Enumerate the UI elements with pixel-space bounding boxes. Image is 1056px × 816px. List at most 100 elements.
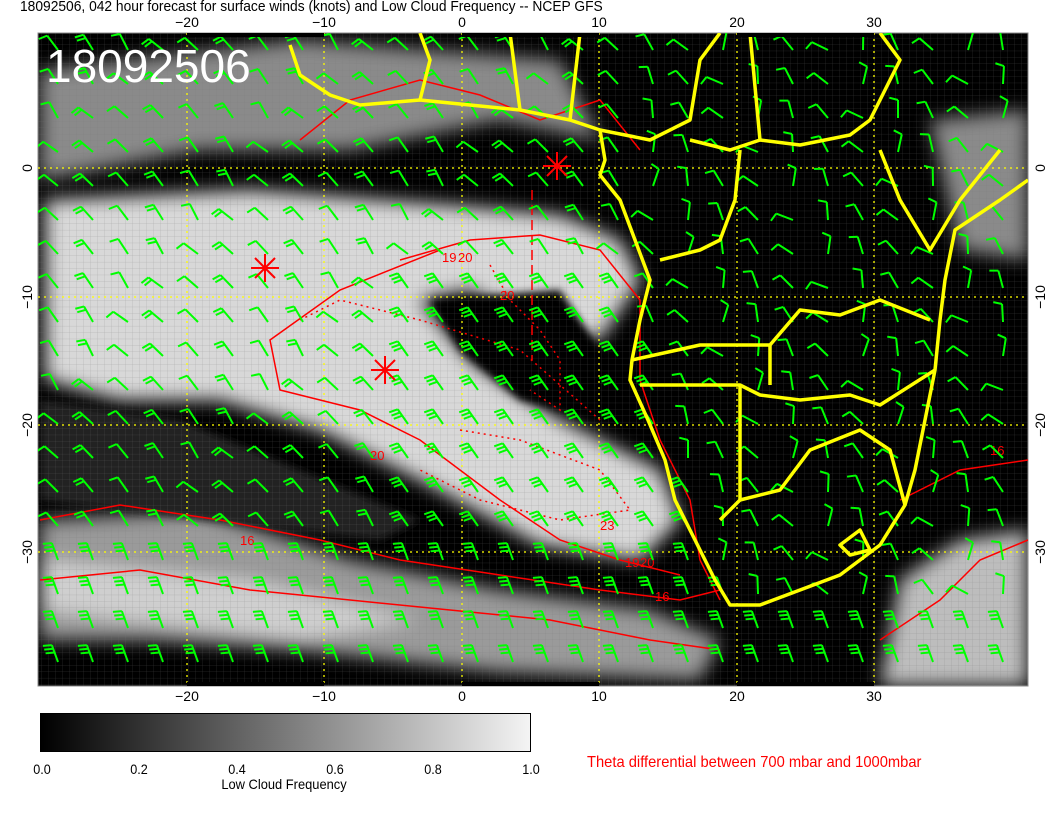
wind-barb xyxy=(597,69,619,85)
wind-barb xyxy=(911,547,934,561)
wind-barb xyxy=(144,203,164,221)
wind-barb xyxy=(355,475,374,493)
wind-barb xyxy=(877,239,899,255)
lon-tick-top: −20 xyxy=(175,14,199,30)
low-cloud-field xyxy=(38,33,1028,686)
wind-barb xyxy=(650,163,660,187)
wind-barb xyxy=(392,576,409,595)
wind-barb xyxy=(140,276,164,289)
wind-barb xyxy=(917,610,934,629)
wind-barb xyxy=(739,237,759,255)
wind-barb xyxy=(141,342,164,357)
wind-barb xyxy=(176,36,199,51)
wind-barb xyxy=(176,275,199,289)
wind-barb xyxy=(981,173,1004,187)
wind-barb xyxy=(777,610,794,629)
wind-barb xyxy=(493,374,514,391)
wind-barb xyxy=(847,644,864,663)
wind-barb xyxy=(281,172,304,187)
wind-barb xyxy=(423,476,444,493)
wind-barb xyxy=(354,203,374,221)
wind-barb xyxy=(715,266,726,289)
wind-barb xyxy=(987,644,1004,663)
wind-barb xyxy=(848,235,864,255)
wind-barb xyxy=(945,314,969,324)
contour-line xyxy=(399,234,721,601)
wind-barb xyxy=(817,199,829,221)
wind-barb xyxy=(77,576,94,595)
border xyxy=(659,149,742,262)
colorbar-label: 0.0 xyxy=(33,761,51,777)
plot-title: 18092506, 042 hour forecast for surface … xyxy=(20,0,603,15)
wind-barb xyxy=(147,610,164,629)
wind-barb xyxy=(456,206,479,221)
wind-barb xyxy=(952,644,969,663)
wind-barb xyxy=(282,205,304,221)
wind-barb xyxy=(392,610,409,629)
contour-label: 19 xyxy=(442,250,456,265)
wind-barb xyxy=(919,133,934,153)
wind-barb xyxy=(882,644,899,663)
wind-barb xyxy=(108,443,129,459)
wind-barb xyxy=(282,444,304,459)
wind-barb xyxy=(147,542,164,561)
wind-barb xyxy=(881,542,899,561)
wind-barb xyxy=(38,273,59,289)
contour-line xyxy=(39,569,721,651)
wind-barb xyxy=(386,36,409,51)
wind-barb xyxy=(248,273,269,289)
wind-barb xyxy=(388,374,409,391)
wind-barb xyxy=(563,442,584,459)
wind-barb xyxy=(388,272,409,289)
wind-barb xyxy=(287,644,304,663)
wind-barb xyxy=(563,510,584,527)
contour-label: 20 xyxy=(458,250,472,265)
wind-barb xyxy=(319,237,339,255)
wind-barb xyxy=(947,376,969,391)
wind-barb xyxy=(567,610,584,629)
wind-barb xyxy=(672,542,689,561)
wind-barb xyxy=(457,239,479,255)
wind-barb xyxy=(351,71,374,85)
lon-tick-top: −10 xyxy=(312,14,336,30)
wind-barb xyxy=(315,72,339,85)
wind-barb xyxy=(77,610,94,629)
wind-barb xyxy=(700,76,724,85)
wind-barb xyxy=(175,480,199,493)
contour-line xyxy=(269,249,681,576)
wind-barb xyxy=(987,610,1004,629)
wind-barb xyxy=(493,476,514,493)
wind-barb xyxy=(562,137,584,153)
wind-barb xyxy=(806,342,829,357)
wind-barb xyxy=(812,406,829,425)
wind-barbs xyxy=(38,33,1009,663)
wind-barb xyxy=(246,445,269,459)
wind-barb xyxy=(777,644,794,663)
wind-barb xyxy=(423,442,444,459)
wind-barb xyxy=(143,408,164,425)
wind-barb xyxy=(458,374,479,391)
wind-barb xyxy=(322,576,339,595)
wind-barb xyxy=(287,610,304,629)
wind-barb xyxy=(281,411,304,425)
wind-barb xyxy=(287,542,304,561)
wind-barb xyxy=(354,442,374,459)
wind-barb xyxy=(841,410,864,425)
wind-barb xyxy=(563,408,584,425)
wind-barb xyxy=(493,306,514,323)
wind-barb xyxy=(215,135,234,153)
wind-barb xyxy=(250,372,269,391)
map-plot: 19 20 20 20 23 19 20 16 16 16 18092506 xyxy=(37,32,1029,687)
wind-barb xyxy=(355,237,374,255)
wind-barb xyxy=(316,105,339,119)
wind-barb xyxy=(317,171,339,187)
contour-label: 16 xyxy=(655,589,669,604)
wind-barb xyxy=(637,644,654,663)
wind-barb xyxy=(923,164,934,187)
wind-barb xyxy=(770,482,794,493)
wind-barb xyxy=(491,139,514,153)
colorbar-label: 0.6 xyxy=(326,761,344,777)
wind-barb xyxy=(602,542,619,561)
wind-barb xyxy=(681,197,691,221)
wind-barb xyxy=(812,610,829,629)
